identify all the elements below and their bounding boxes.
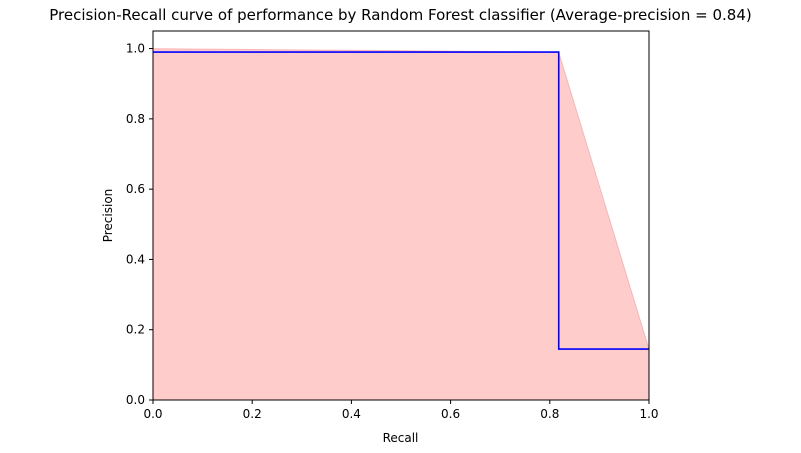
x-tick-label: 0.0 xyxy=(143,407,162,421)
y-axis-label: Precision xyxy=(101,189,115,243)
y-tick-label: 0.2 xyxy=(126,323,145,337)
y-tick-label: 1.0 xyxy=(126,42,145,56)
x-tick-label: 1.0 xyxy=(639,407,658,421)
axes: 0.0 0.2 0.4 0.6 0.8 1.0 0.0 0.2 0.4 0.6 0.8 1.0 xyxy=(126,30,659,421)
x-tick-label: 0.6 xyxy=(441,407,460,421)
x-tick-label: 0.4 xyxy=(342,407,361,421)
y-tick-label: 0.8 xyxy=(126,112,145,126)
y-tick-label: 0.0 xyxy=(126,393,145,407)
y-tick-label: 0.4 xyxy=(126,252,145,266)
chart-title: Precision-Recall curve of performance by… xyxy=(49,6,751,24)
axes-frame xyxy=(152,30,650,401)
x-axis-label: Recall xyxy=(383,431,419,445)
x-tick-label: 0.2 xyxy=(243,407,262,421)
y-tick-label: 0.6 xyxy=(126,182,145,196)
x-tick-label: 0.8 xyxy=(540,407,559,421)
pr-curve-line xyxy=(153,51,649,350)
